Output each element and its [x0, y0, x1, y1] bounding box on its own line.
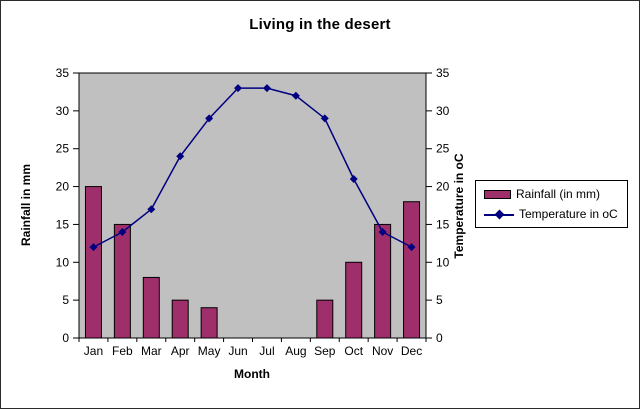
y-tick-label-left-10: 10: [56, 255, 70, 269]
legend-box: Rainfall (in mm) Temperature in oC: [475, 180, 628, 228]
x-tick-label-aug: Aug: [285, 344, 306, 358]
x-tick-label-jan: Jan: [84, 344, 103, 358]
bar-feb: [113, 223, 131, 339]
legend-item-rainfall: Rainfall (in mm): [484, 187, 618, 201]
y-tick-label-right-5: 5: [436, 293, 443, 307]
temperature-point-jun: [234, 84, 243, 93]
bar-oct: [345, 261, 363, 339]
bar-dec: [403, 201, 421, 339]
temperature-point-feb: [118, 228, 127, 236]
y-tick-label-left-20: 20: [56, 180, 70, 194]
bar-nov: [374, 223, 392, 339]
legend-rainfall-swatch: [484, 189, 511, 199]
bar-may: [200, 307, 218, 339]
x-tick-label-sep: Sep: [314, 344, 336, 358]
temperature-point-oct: [349, 175, 358, 183]
bar-apr: [171, 299, 189, 339]
x-tick-label-feb: Feb: [112, 344, 133, 358]
y-axis-title-left: Rainfall in mm: [19, 163, 33, 247]
legend-temperature-label: Temperature in oC: [519, 207, 618, 221]
legend-item-temperature: Temperature in oC: [484, 207, 618, 221]
x-tick-label-dec: Dec: [401, 344, 422, 358]
y-axis-title-right: Temperature in oC: [452, 153, 466, 259]
y-tick-label-right-10: 10: [436, 255, 450, 269]
y-tick-label-right-15: 15: [436, 217, 450, 231]
temperature-point-apr: [176, 152, 185, 161]
x-tick-label-oct: Oct: [344, 344, 363, 358]
y-tick-label-right-25: 25: [436, 142, 450, 156]
y-tick-label-right-0: 0: [436, 331, 443, 345]
y-tick-label-right-30: 30: [436, 104, 450, 118]
legend-rainfall-label: Rainfall (in mm): [516, 187, 601, 201]
x-tick-label-jun: Jun: [228, 344, 247, 358]
x-axis-title: Month: [234, 367, 270, 381]
temperature-point-nov: [378, 228, 387, 236]
y-tick-label-left-35: 35: [56, 66, 70, 80]
legend-temperature-swatch: [484, 209, 514, 220]
y-tick-label-right-35: 35: [436, 66, 450, 80]
x-tick-label-mar: Mar: [141, 344, 162, 358]
y-tick-label-left-0: 0: [62, 331, 69, 345]
chart-title: Living in the desert: [249, 16, 391, 33]
temperature-point-dec: [407, 243, 416, 252]
plot-area: [78, 72, 427, 339]
temperature-point-sep: [320, 114, 329, 123]
temperature-point-jul: [262, 84, 271, 93]
y-tick-label-left-15: 15: [56, 217, 70, 231]
x-tick-label-may: May: [198, 344, 221, 358]
x-tick-label-jul: Jul: [259, 344, 274, 358]
temperature-line: [93, 87, 412, 248]
y-tick-label-right-20: 20: [436, 180, 450, 194]
bar-jan: [84, 186, 102, 339]
bar-sep: [316, 299, 334, 339]
x-tick-label-nov: Nov: [372, 344, 393, 358]
temperature-point-may: [205, 114, 214, 123]
temperature-point-mar: [147, 205, 156, 214]
y-tick-label-left-5: 5: [62, 293, 69, 307]
x-tick-label-apr: Apr: [171, 344, 190, 358]
temperature-point-jan: [89, 243, 98, 252]
legend-diamond-icon: [494, 209, 505, 219]
bar-mar: [142, 276, 160, 339]
temperature-point-aug: [291, 91, 300, 100]
y-tick-label-left-25: 25: [56, 142, 70, 156]
y-tick-label-left-30: 30: [56, 104, 70, 118]
